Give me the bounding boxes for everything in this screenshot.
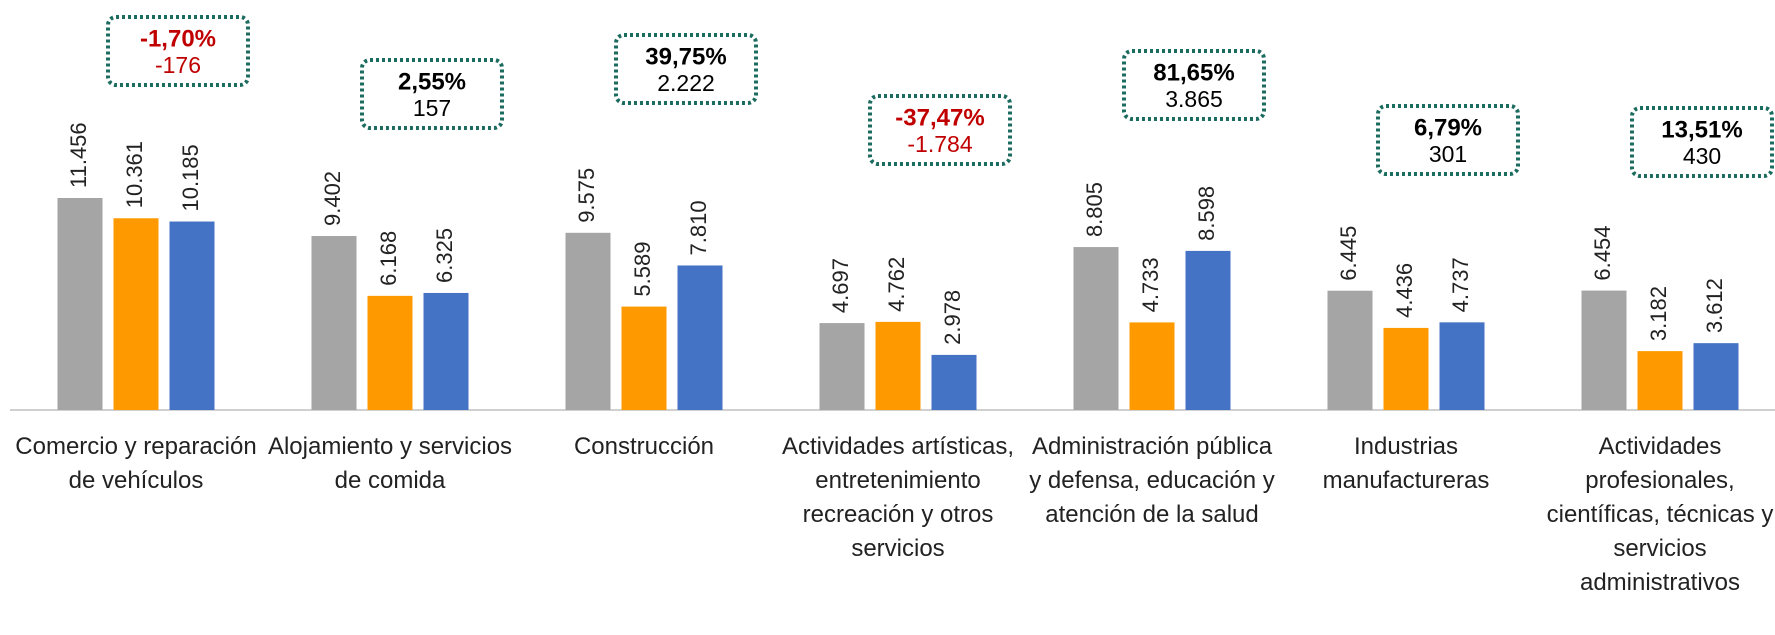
- annotation-box: [106, 15, 250, 87]
- bar: [113, 218, 159, 410]
- value-label: 8.805: [1082, 182, 1107, 237]
- bar: [423, 292, 469, 410]
- bar: [1439, 322, 1485, 410]
- annotation-box: [360, 58, 504, 130]
- annotation-box: [1122, 49, 1266, 121]
- value-label: 7.810: [686, 200, 711, 255]
- annotation-difference: -176: [155, 52, 201, 78]
- value-label: 6.454: [1590, 226, 1615, 281]
- category-label: Comercio y reparación de vehículos: [15, 433, 257, 494]
- bar: [311, 236, 357, 410]
- bar: [677, 265, 723, 410]
- bar: [1129, 322, 1175, 410]
- annotation-difference: 430: [1683, 143, 1721, 169]
- category-label: Construcción: [573, 433, 715, 460]
- annotation-box: [1630, 106, 1774, 178]
- annotation-box: [868, 94, 1012, 166]
- bar: [565, 232, 611, 410]
- annotation-percent: -37,47%: [895, 104, 984, 131]
- bar: [1185, 250, 1231, 410]
- value-label: 10.185: [178, 144, 203, 211]
- annotation-difference: -1.784: [907, 131, 972, 157]
- value-label: 4.733: [1138, 257, 1163, 312]
- value-label: 4.737: [1448, 257, 1473, 312]
- annotation-percent: 2,55%: [398, 68, 466, 95]
- bar: [819, 323, 865, 410]
- value-label: 4.762: [884, 257, 909, 312]
- bar: [367, 295, 413, 410]
- value-label: 4.436: [1392, 263, 1417, 318]
- value-label: 2.978: [940, 290, 965, 345]
- annotation-percent: 13,51%: [1661, 116, 1742, 143]
- annotation-difference: 301: [1429, 141, 1467, 167]
- value-label: 6.325: [432, 228, 457, 283]
- bar: [169, 221, 215, 410]
- bar: [1327, 290, 1373, 410]
- category-label: Industrias manufactureras: [1322, 433, 1490, 494]
- category-label: Alojamiento y servicios de comida: [267, 433, 513, 494]
- annotation-difference: 157: [413, 95, 451, 121]
- bar: [875, 321, 921, 410]
- value-label: 6.168: [376, 231, 401, 286]
- value-label: 4.697: [828, 258, 853, 313]
- value-label: 3.182: [1646, 286, 1671, 341]
- value-label: 9.575: [574, 168, 599, 223]
- value-label: 11.456: [66, 122, 91, 188]
- annotation-percent: 39,75%: [645, 43, 726, 70]
- value-label: 6.445: [1336, 226, 1361, 281]
- annotation-percent: -1,70%: [140, 25, 216, 52]
- category-label: Actividades profesionales, científicas, …: [1546, 433, 1774, 596]
- bar: [1383, 327, 1429, 410]
- bar: [931, 354, 977, 410]
- annotation-box: [1376, 104, 1520, 176]
- bar: [621, 306, 667, 410]
- bar: [57, 198, 103, 410]
- annotation-percent: 6,79%: [1414, 114, 1482, 141]
- annotation-box: [614, 33, 758, 105]
- value-label: 10.361: [122, 141, 147, 208]
- annotation-difference: 2.222: [657, 70, 715, 96]
- bar: [1693, 343, 1739, 410]
- annotation-percent: 81,65%: [1153, 59, 1234, 86]
- bar: [1581, 290, 1627, 410]
- bar: [1637, 351, 1683, 410]
- category-label: Actividades artísticas, entretenimiento …: [781, 433, 1015, 562]
- value-label: 9.402: [320, 171, 345, 226]
- bar: [1073, 247, 1119, 410]
- annotation-difference: 3.865: [1165, 86, 1223, 112]
- value-label: 3.612: [1702, 278, 1727, 333]
- value-label: 8.598: [1194, 186, 1219, 241]
- value-label: 5.589: [630, 242, 655, 297]
- category-label: Administración pública y defensa, educac…: [1029, 433, 1275, 528]
